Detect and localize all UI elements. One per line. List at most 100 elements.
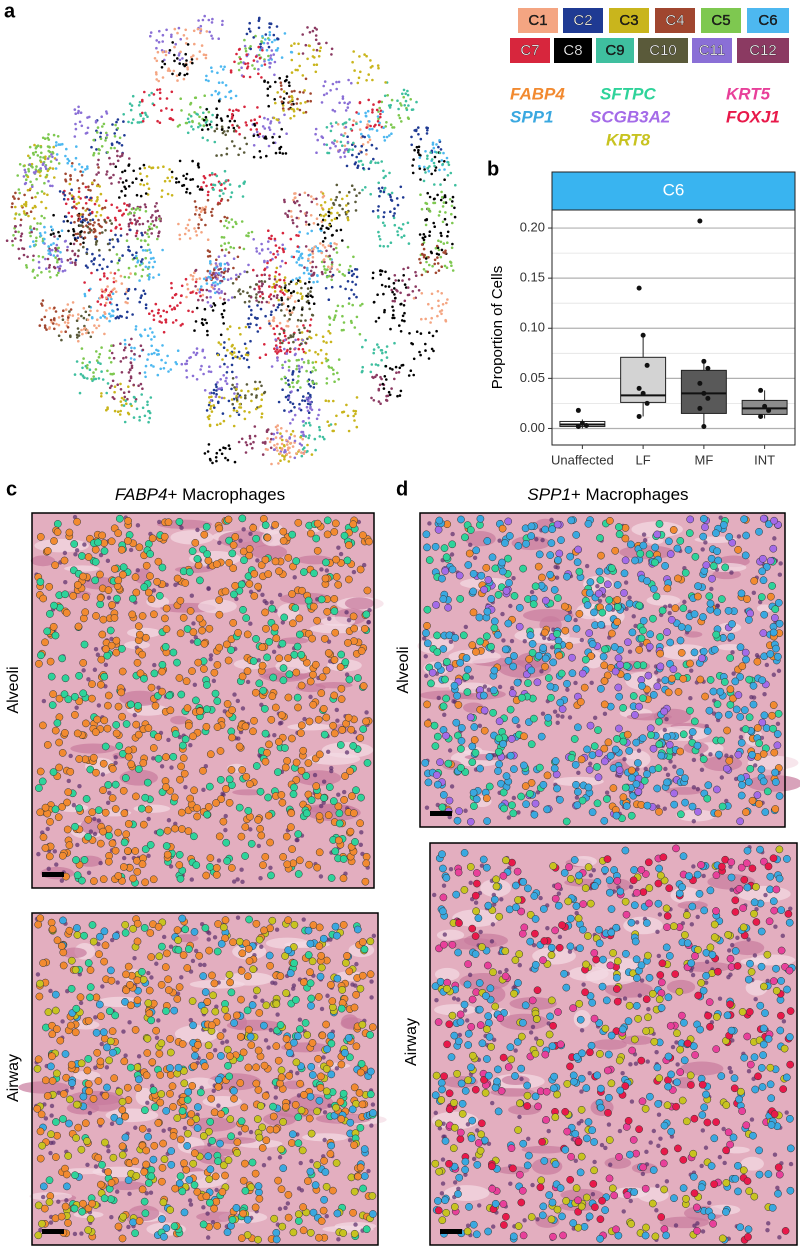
transcript-dot	[134, 622, 143, 631]
cell-dot	[308, 277, 311, 281]
cell-dot	[285, 350, 289, 353]
cell-dot	[390, 132, 393, 135]
cell-dot	[293, 192, 296, 195]
cell-dot	[238, 406, 241, 409]
cell-dot	[233, 295, 236, 299]
cell-dot	[207, 403, 211, 407]
nucleus	[256, 843, 262, 849]
cell-dot	[393, 299, 397, 303]
cell-dot	[314, 360, 318, 364]
transcript-dot	[39, 721, 47, 730]
cell-dot	[246, 62, 250, 65]
cell-dot	[291, 98, 294, 102]
transcript-dot	[175, 517, 184, 526]
cell-dot	[243, 270, 246, 273]
cell-dot	[230, 363, 234, 367]
cell-dot	[114, 218, 118, 222]
gene-label: KRT8	[606, 130, 651, 149]
tissue-fiber	[344, 597, 375, 610]
cell-dot	[377, 181, 381, 185]
cell-dot	[191, 119, 194, 123]
cell-dot	[237, 275, 240, 279]
cell-dot	[236, 392, 240, 396]
cell-dot	[209, 289, 212, 293]
transcript-dot	[215, 524, 224, 533]
cell-dot	[135, 251, 138, 254]
cell-dot	[52, 232, 55, 235]
cell-dot	[129, 218, 132, 221]
cell-dot	[258, 380, 262, 384]
transcript-dot	[193, 812, 201, 821]
cell-dot	[252, 440, 255, 444]
transcript-dot	[278, 798, 287, 807]
cell-dot	[197, 19, 200, 22]
cell-dot	[330, 261, 334, 264]
cell-dot	[276, 253, 280, 256]
x-tick-label: MF	[694, 452, 713, 467]
cell-dot	[321, 192, 325, 195]
cell-dot	[372, 103, 375, 106]
transcript-dot	[251, 688, 260, 697]
cell-dot	[298, 108, 302, 112]
cell-dot	[249, 119, 253, 122]
cell-dot	[420, 292, 424, 295]
cell-dot	[276, 47, 280, 50]
cell-dot	[213, 406, 216, 409]
cell-dot	[335, 229, 339, 232]
cell-dot	[61, 269, 65, 273]
cell-dot	[89, 335, 93, 339]
cell-dot	[272, 294, 276, 298]
nucleus	[335, 718, 340, 723]
cell-dot	[409, 369, 413, 373]
cell-dot	[397, 371, 401, 374]
cell-dot	[123, 194, 127, 197]
cell-dot	[116, 410, 120, 414]
transcript-dot	[346, 767, 354, 775]
transcript-dot	[177, 762, 185, 771]
cell-dot	[52, 145, 55, 149]
point	[705, 365, 711, 371]
cell-dot	[332, 399, 335, 403]
cell-dot	[221, 131, 225, 135]
cell-dot	[155, 46, 158, 50]
cell-dot	[437, 304, 440, 308]
cell-dot	[314, 368, 317, 372]
cell-dot	[244, 47, 247, 50]
cell-dot	[266, 94, 270, 97]
cell-dot	[443, 178, 446, 181]
cell-dot	[110, 384, 113, 388]
cell-dot	[147, 420, 150, 424]
cell-dot	[295, 452, 298, 455]
cell-dot	[122, 120, 125, 123]
cell-dot	[165, 28, 168, 32]
cell-dot	[338, 101, 341, 105]
cell-dot	[293, 196, 297, 200]
cell-dot	[340, 133, 343, 136]
transcript-dot	[110, 614, 119, 622]
cell-dot	[297, 358, 301, 362]
cell-dot	[17, 230, 20, 234]
cell-dot	[304, 435, 308, 438]
cell-dot	[43, 137, 47, 140]
cell-dot	[208, 457, 212, 461]
cell-dot	[181, 57, 184, 60]
cell-dot	[391, 299, 395, 303]
transcript-dot	[88, 694, 96, 703]
cell-dot	[320, 190, 323, 194]
cell-dot	[130, 346, 133, 350]
cell-dot	[309, 261, 312, 265]
cell-dot	[169, 368, 173, 371]
cell-dot	[418, 257, 421, 261]
cell-dot	[272, 437, 275, 441]
cell-dot	[144, 249, 147, 252]
cell-dot	[301, 348, 305, 351]
cell-dot	[140, 334, 143, 338]
cell-dot	[137, 384, 140, 388]
cell-dot	[158, 230, 161, 233]
cell-dot	[213, 287, 216, 291]
transcript-dot	[227, 864, 236, 872]
cell-dot	[277, 350, 280, 353]
cell-dot	[327, 214, 331, 218]
cell-dot	[206, 329, 209, 333]
nucleus	[92, 667, 98, 672]
